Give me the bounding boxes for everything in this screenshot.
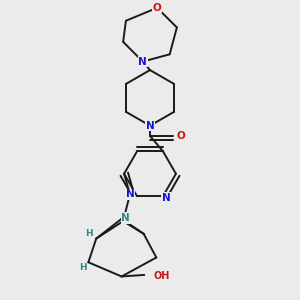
Text: N: N bbox=[146, 121, 154, 131]
Text: O: O bbox=[153, 3, 162, 13]
Text: H: H bbox=[79, 262, 86, 272]
Text: N: N bbox=[121, 213, 130, 223]
Text: H: H bbox=[85, 229, 93, 238]
Text: N: N bbox=[138, 56, 147, 67]
Text: N: N bbox=[126, 189, 134, 199]
Text: O: O bbox=[176, 131, 185, 141]
Text: N: N bbox=[162, 193, 170, 203]
Text: OH: OH bbox=[153, 272, 170, 281]
